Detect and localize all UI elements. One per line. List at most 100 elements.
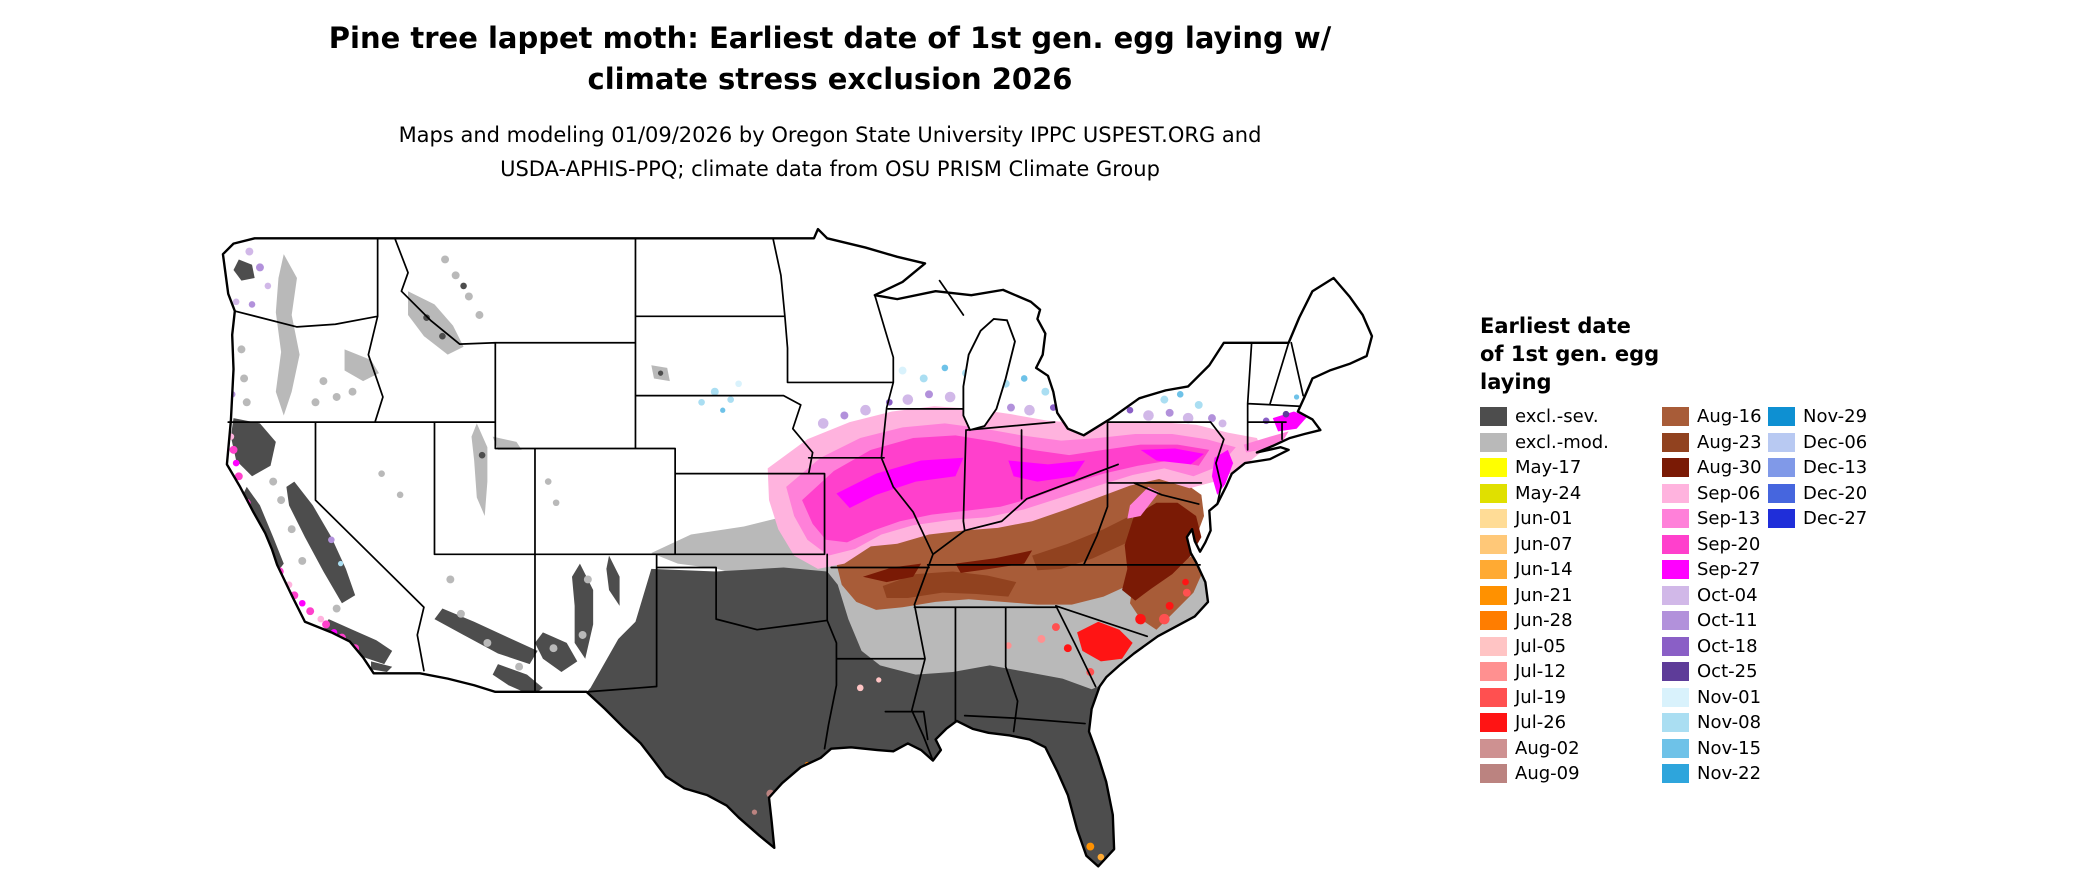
legend-entry: Nov-29 xyxy=(1768,404,1867,430)
legend-swatch xyxy=(1662,585,1689,605)
legend-swatch xyxy=(1662,636,1689,656)
legend-swatch xyxy=(1480,713,1507,733)
legend-label: May-17 xyxy=(1515,457,1582,479)
legend-swatch xyxy=(1662,458,1689,478)
legend-label: excl.-mod. xyxy=(1515,431,1609,453)
region-sep27-patch-west xyxy=(836,457,964,509)
legend-label: Dec-13 xyxy=(1803,457,1868,479)
legend-label: excl.-sev. xyxy=(1515,406,1599,428)
legend-swatch xyxy=(1480,687,1507,707)
legend-swatch xyxy=(1768,432,1795,452)
legend-label: Jun-28 xyxy=(1515,610,1573,632)
legend-swatch xyxy=(1662,560,1689,580)
lake-michigan xyxy=(962,318,1016,432)
legend-label: Oct-11 xyxy=(1697,610,1758,632)
map-legend: Earliest date of 1st gen. egg laying exc… xyxy=(1480,312,2040,784)
legend-entry: Aug-23 xyxy=(1662,430,1762,456)
legend-swatch xyxy=(1768,458,1795,478)
map-subtitle: Maps and modeling 01/09/2026 by Oregon S… xyxy=(260,118,1400,186)
regions-excl-mod-west xyxy=(237,254,670,671)
legend-label: Jun-21 xyxy=(1515,584,1573,606)
legend-entry: Jul-26 xyxy=(1480,710,1609,736)
legend-entry: Nov-01 xyxy=(1662,685,1762,711)
us-map xyxy=(221,227,1374,868)
legend-swatch xyxy=(1662,407,1689,427)
legend-entry: Jul-19 xyxy=(1480,685,1609,711)
legend-entry: Oct-11 xyxy=(1662,608,1762,634)
legend-label: Oct-04 xyxy=(1697,584,1758,606)
legend-entry: Dec-06 xyxy=(1768,430,1867,456)
legend-swatch xyxy=(1480,509,1507,529)
map-subtitle-line1: Maps and modeling 01/09/2026 by Oregon S… xyxy=(398,123,1262,147)
map-title: Pine tree lappet moth: Earliest date of … xyxy=(260,18,1400,100)
legend-column-2: Aug-16 Aug-23 Aug-30 Sep-06 Sep-13 Sep-20 Sep-… xyxy=(1662,404,1762,787)
legend-swatch xyxy=(1480,636,1507,656)
region-aug30-streak-ky xyxy=(955,550,1033,573)
legend-swatch xyxy=(1480,764,1507,784)
legend-label: Oct-18 xyxy=(1697,635,1758,657)
legend-title-line1: Earliest date xyxy=(1480,314,1631,338)
legend-entry: Aug-16 xyxy=(1662,404,1762,430)
legend-label: Jul-12 xyxy=(1515,661,1567,683)
legend-swatch xyxy=(1480,407,1507,427)
map-data-regions xyxy=(222,229,1372,867)
legend-label: Nov-22 xyxy=(1697,763,1762,785)
region-aug23-patch-ky xyxy=(1032,515,1141,571)
legend-entry: Oct-25 xyxy=(1662,659,1762,685)
legend-label: Aug-23 xyxy=(1697,431,1762,453)
legend-swatch xyxy=(1662,687,1689,707)
region-sep13-ct xyxy=(1243,431,1289,453)
legend-label: Dec-27 xyxy=(1803,508,1868,530)
legend-entry: excl.-sev. xyxy=(1480,404,1609,430)
legend-label: Jul-19 xyxy=(1515,686,1567,708)
us-map-figure xyxy=(215,222,1405,884)
region-sep27-patch-east xyxy=(1140,448,1205,465)
legend-entry: May-17 xyxy=(1480,455,1609,481)
legend-swatch xyxy=(1662,738,1689,758)
legend-entry: Sep-27 xyxy=(1662,557,1762,583)
legend-label: Nov-15 xyxy=(1697,737,1762,759)
legend-swatch xyxy=(1768,509,1795,529)
legend-title: Earliest date of 1st gen. egg laying xyxy=(1480,312,2040,396)
legend-entry: Sep-13 xyxy=(1662,506,1762,532)
legend-label: Nov-08 xyxy=(1697,712,1762,734)
legend-label: Aug-16 xyxy=(1697,406,1762,428)
legend-entry: Dec-20 xyxy=(1768,481,1867,507)
legend-entry: Oct-18 xyxy=(1662,634,1762,660)
legend-entry: Jun-28 xyxy=(1480,608,1609,634)
legend-swatch xyxy=(1662,662,1689,682)
legend-swatch xyxy=(1480,432,1507,452)
legend-swatch xyxy=(1662,509,1689,529)
legend-swatch xyxy=(1480,662,1507,682)
legend-label: Aug-09 xyxy=(1515,763,1580,785)
legend-entry: Nov-08 xyxy=(1662,710,1762,736)
legend-entry: Nov-15 xyxy=(1662,736,1762,762)
legend-swatch xyxy=(1480,534,1507,554)
region-aug30-tidewater xyxy=(1122,502,1202,601)
legend-swatch xyxy=(1768,407,1795,427)
regions-excl-sev-west xyxy=(230,259,620,696)
legend-entry: Jun-21 xyxy=(1480,583,1609,609)
legend-label: Sep-27 xyxy=(1697,559,1761,581)
legend-entry: Jul-12 xyxy=(1480,659,1609,685)
legend-label: Aug-02 xyxy=(1515,737,1580,759)
legend-swatch xyxy=(1662,713,1689,733)
legend-label: Jun-07 xyxy=(1515,533,1573,555)
legend-swatch xyxy=(1768,483,1795,503)
map-subtitle-line2: USDA-APHIS-PPQ; climate data from OSU PR… xyxy=(500,157,1160,181)
legend-entry: Jun-14 xyxy=(1480,557,1609,583)
legend-swatch xyxy=(1480,458,1507,478)
region-aug23-patch-mo xyxy=(882,571,1017,598)
legend-label: Sep-20 xyxy=(1697,533,1761,555)
legend-label: Dec-06 xyxy=(1803,431,1868,453)
legend-label: Nov-01 xyxy=(1697,686,1762,708)
legend-swatch xyxy=(1662,534,1689,554)
legend-swatch xyxy=(1662,432,1689,452)
legend-entry: Sep-06 xyxy=(1662,481,1762,507)
legend-swatch xyxy=(1662,764,1689,784)
state-borders xyxy=(227,237,1305,762)
legend-column-3: Nov-29 Dec-06 Dec-13 Dec-20 Dec-27 xyxy=(1768,404,1867,532)
legend-entry: Dec-27 xyxy=(1768,506,1867,532)
legend-label: Aug-30 xyxy=(1697,457,1762,479)
